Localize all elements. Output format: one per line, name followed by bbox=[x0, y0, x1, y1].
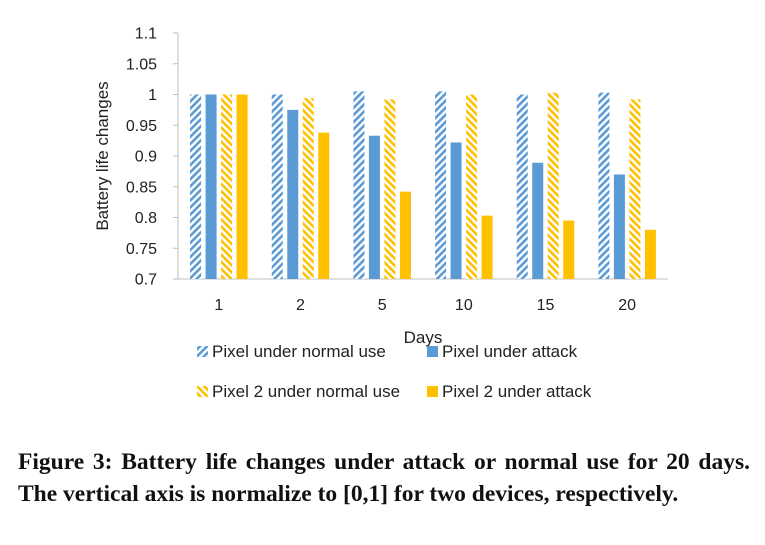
x-axis-title: Days bbox=[404, 328, 443, 347]
y-tick-label: 0.75 bbox=[126, 241, 157, 258]
x-tick-label: 5 bbox=[378, 297, 387, 314]
y-axis-ticks: 0.7 0.75 0.8 0.85 0.9 0.95 1 1.05 1.1 bbox=[126, 26, 178, 289]
y-tick-label: 0.95 bbox=[126, 118, 157, 135]
x-tick-label: 15 bbox=[537, 297, 555, 314]
bar bbox=[450, 142, 462, 279]
legend-label: Pixel 2 under normal use bbox=[212, 382, 400, 401]
legend-label: Pixel under normal use bbox=[212, 342, 386, 361]
bar bbox=[368, 135, 380, 279]
legend-swatch bbox=[197, 346, 208, 357]
bar bbox=[384, 99, 396, 279]
bar bbox=[563, 220, 575, 279]
y-tick-label: 0.9 bbox=[135, 149, 157, 166]
x-axis-ticks: 1 2 5 10 15 20 bbox=[214, 297, 636, 314]
y-tick-label: 1.1 bbox=[135, 26, 157, 43]
legend-swatch bbox=[197, 386, 208, 397]
figure-caption: Figure 3: Battery life changes under att… bbox=[18, 449, 750, 507]
legend: Pixel under normal use Pixel under attack… bbox=[197, 342, 592, 401]
bar bbox=[318, 132, 330, 279]
bar bbox=[435, 91, 447, 279]
legend-swatch bbox=[427, 346, 438, 357]
bar bbox=[644, 229, 656, 279]
legend-swatch bbox=[427, 386, 438, 397]
bar bbox=[302, 98, 314, 279]
y-tick-label: 0.8 bbox=[135, 210, 157, 227]
bar bbox=[271, 94, 283, 279]
y-tick-label: 0.7 bbox=[135, 272, 157, 289]
bar bbox=[613, 174, 625, 279]
bars bbox=[190, 91, 656, 279]
bar bbox=[481, 215, 493, 279]
legend-label: Pixel 2 under attack bbox=[442, 382, 592, 401]
bar bbox=[516, 94, 528, 279]
bar bbox=[466, 94, 478, 279]
legend-label: Pixel under attack bbox=[442, 342, 578, 361]
y-tick-label: 1 bbox=[148, 87, 157, 104]
x-tick-label: 2 bbox=[296, 297, 305, 314]
x-tick-label: 1 bbox=[214, 297, 223, 314]
y-tick-label: 0.85 bbox=[126, 179, 157, 196]
bar bbox=[399, 191, 411, 279]
bar bbox=[629, 99, 641, 279]
bar bbox=[287, 109, 299, 279]
bar bbox=[236, 94, 248, 279]
bar bbox=[547, 92, 559, 279]
bar bbox=[221, 94, 233, 279]
x-tick-label: 10 bbox=[455, 297, 473, 314]
bar bbox=[598, 92, 610, 279]
bar bbox=[205, 94, 217, 279]
y-axis-title: Battery life changes bbox=[93, 81, 112, 230]
bar bbox=[532, 162, 544, 279]
bar bbox=[190, 94, 202, 279]
y-tick-label: 1.05 bbox=[126, 56, 157, 73]
x-tick-label: 20 bbox=[618, 297, 636, 314]
bar bbox=[353, 91, 365, 279]
